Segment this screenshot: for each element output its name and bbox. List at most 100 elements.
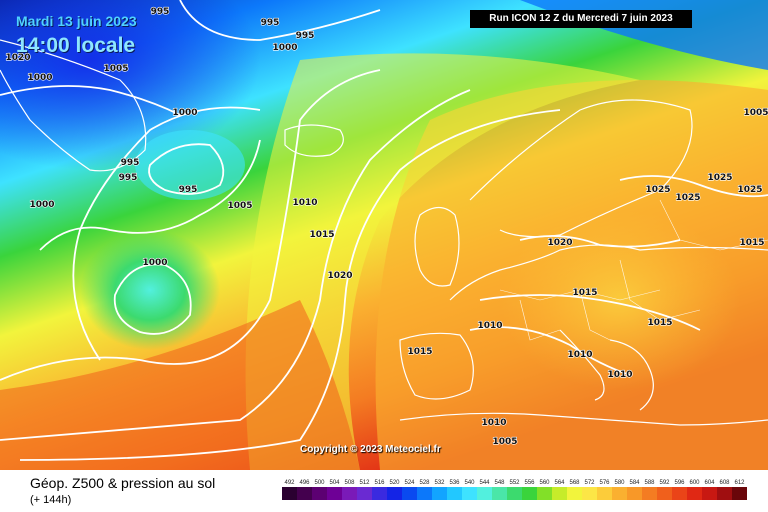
scale-step-swatch xyxy=(612,487,627,500)
scale-step-swatch xyxy=(312,487,327,500)
italy-coast xyxy=(559,329,605,401)
scale-step: 596 xyxy=(672,479,687,500)
isobar-label: 1005 xyxy=(743,108,768,118)
scale-step: 608 xyxy=(717,479,732,500)
isobar-label: 1015 xyxy=(739,238,764,248)
isobar-label: 995 xyxy=(296,31,315,41)
isobar-label: 995 xyxy=(261,18,280,28)
forecast-lead-time: (+ 144h) xyxy=(30,494,72,506)
copyright-notice: Copyright © 2023 Meteociel.fr xyxy=(300,444,441,455)
scale-step: 548 xyxy=(492,479,507,500)
isobar-1015 xyxy=(0,89,471,441)
scale-step: 556 xyxy=(522,479,537,500)
scale-step-swatch xyxy=(552,487,567,500)
isobar-label: 1005 xyxy=(227,201,252,211)
scale-step: 492 xyxy=(282,479,297,500)
scale-step-label: 572 xyxy=(584,480,595,486)
isobar-labels: 995 995 995 1000 1005 1000 1000 995 995 995 1005 10… xyxy=(5,6,768,447)
country-borders xyxy=(499,199,768,341)
isobar-euro-1010 xyxy=(469,326,631,376)
scandinavia-coast xyxy=(469,99,693,238)
scale-step-swatch xyxy=(342,487,357,500)
scale-step-label: 596 xyxy=(674,480,685,486)
coastlines xyxy=(0,39,768,426)
scale-step-label: 584 xyxy=(629,480,640,486)
scale-step-label: 568 xyxy=(569,480,580,486)
footer: Géop. Z500 & pression au sol (+ 144h) 49… xyxy=(0,470,768,512)
isobar-label: 1015 xyxy=(407,347,432,357)
scale-step: 564 xyxy=(552,479,567,500)
isobar-label: 995 xyxy=(151,7,170,17)
scale-step: 588 xyxy=(642,479,657,500)
scale-step-swatch xyxy=(522,487,537,500)
isobar-label: 1020 xyxy=(547,238,572,248)
isobar-euro-1015 xyxy=(479,294,701,331)
scale-step-label: 524 xyxy=(404,480,415,486)
scale-step: 504 xyxy=(327,479,342,500)
scale-step-swatch xyxy=(582,487,597,500)
scale-step-swatch xyxy=(477,487,492,500)
scale-step-swatch xyxy=(282,487,297,500)
scale-step: 524 xyxy=(402,479,417,500)
scale-step-label: 492 xyxy=(284,480,295,486)
scale-step-swatch xyxy=(702,487,717,500)
isobar-label: 1025 xyxy=(737,185,762,195)
scale-step-label: 548 xyxy=(494,480,505,486)
scale-step: 552 xyxy=(507,479,522,500)
scale-step-label: 604 xyxy=(704,480,715,486)
scale-step-label: 536 xyxy=(449,480,460,486)
isobar-label: 1000 xyxy=(29,200,54,210)
scale-step-swatch xyxy=(297,487,312,500)
scale-step-swatch xyxy=(507,487,522,500)
scale-step: 592 xyxy=(657,479,672,500)
scale-step: 516 xyxy=(372,479,387,500)
scale-step-swatch xyxy=(642,487,657,500)
isobar-label: 1010 xyxy=(477,321,502,331)
scale-step: 580 xyxy=(612,479,627,500)
iceland-coast xyxy=(284,124,344,157)
isobar-1005 xyxy=(72,106,261,361)
balkans-coast xyxy=(609,339,654,411)
scale-step-swatch xyxy=(687,487,702,500)
scale-step-label: 508 xyxy=(344,480,355,486)
scale-step: 532 xyxy=(432,479,447,500)
isobar-label: 1015 xyxy=(309,230,334,240)
scale-step: 572 xyxy=(582,479,597,500)
scale-step: 600 xyxy=(687,479,702,500)
scale-step-swatch xyxy=(372,487,387,500)
scale-step: 508 xyxy=(342,479,357,500)
scale-step: 576 xyxy=(597,479,612,500)
scale-step-label: 580 xyxy=(614,480,625,486)
scale-step-swatch xyxy=(402,487,417,500)
scale-step-swatch xyxy=(327,487,342,500)
europe-coast xyxy=(449,244,768,301)
scale-step-label: 608 xyxy=(719,480,730,486)
model-run-label: Run ICON 12 Z du Mercredi 7 juin 2023 xyxy=(470,10,692,28)
scale-step: 536 xyxy=(447,479,462,500)
forecast-date: Mardi 13 juin 2023 xyxy=(16,13,137,29)
scale-step-swatch xyxy=(732,487,747,500)
pressure-map: 995 995 995 1000 1005 1000 1000 995 995 995 1005 10… xyxy=(0,0,768,470)
north-africa-coast xyxy=(399,412,768,426)
scale-step-label: 552 xyxy=(509,480,520,486)
scale-step: 540 xyxy=(462,479,477,500)
isobar-label: 1010 xyxy=(567,350,592,360)
scale-step-label: 576 xyxy=(599,480,610,486)
scale-step-swatch xyxy=(492,487,507,500)
scale-step-label: 500 xyxy=(314,480,325,486)
isobar-label: 995 xyxy=(121,158,140,168)
scale-step-swatch xyxy=(432,487,447,500)
southwest-red-band xyxy=(0,300,360,470)
map-title: Géop. Z500 & pression au sol xyxy=(30,475,216,491)
isobar-1010 xyxy=(0,69,381,381)
scale-step-swatch xyxy=(672,487,687,500)
scale-step-label: 560 xyxy=(539,480,550,486)
scale-step: 612 xyxy=(732,479,747,500)
isobar-label: 1020 xyxy=(327,271,352,281)
isobar-label: 1005 xyxy=(492,437,517,447)
scale-step-swatch xyxy=(567,487,582,500)
scale-step: 520 xyxy=(387,479,402,500)
scale-step-swatch xyxy=(717,487,732,500)
scale-step-label: 520 xyxy=(389,480,400,486)
scale-step-label: 564 xyxy=(554,480,565,486)
